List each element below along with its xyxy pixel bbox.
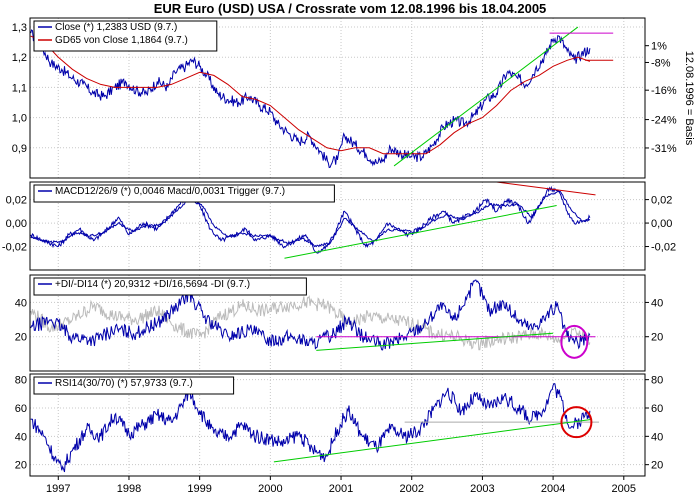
dmi--di-line (30, 279, 591, 351)
right-tick-label: 0,00 (651, 218, 672, 230)
rsi-series-group (30, 383, 591, 473)
trend-line (284, 204, 557, 259)
right-tick-label: -8% (651, 57, 671, 69)
left-tick-label: 40 (15, 431, 27, 443)
right-tick-label: 40 (651, 431, 663, 443)
dmi-legend: +DI/-DI14 (*) 20,9312 +DI/16,5694 -DI (9… (33, 277, 307, 296)
legend-label: MACD12/26/9 (*) 0,0046 Macd/0,0031 Trigg… (55, 186, 285, 197)
x-tick-label: 1999 (187, 483, 211, 495)
dmi-frame (29, 274, 646, 372)
right-tick-label: -31% (651, 143, 677, 155)
left-tick-label: 0,02 (6, 195, 27, 207)
legend-box (33, 277, 307, 296)
left-tick-label: 60 (15, 403, 27, 415)
rsi-legend: RSI14(30/70) (*) 57,9733 (9.7.) (33, 376, 235, 395)
x-tick-label: 1998 (117, 483, 141, 495)
chart-title: EUR Euro (USD) USA / Crossrate vom 12.08… (154, 1, 547, 16)
price-frame (29, 17, 646, 179)
legend-box (33, 184, 335, 203)
right-axis-title: 12.08.1996 = Basis (683, 51, 695, 146)
right-tick-label: 60 (651, 403, 663, 415)
trend-line (496, 181, 596, 196)
left-tick-label: 40 (15, 297, 27, 309)
left-tick-label: 0,00 (6, 218, 27, 230)
macd-series-group (30, 185, 591, 254)
left-tick-label: 80 (15, 375, 27, 387)
right-tick-label: 80 (651, 375, 663, 387)
left-tick-label: 20 (15, 460, 27, 472)
right-tick-label: -24% (651, 115, 677, 127)
x-tick-label: 2004 (541, 483, 565, 495)
price-legend: Close (*) 1,2383 USD (9.7.) GD65 von Clos… (33, 20, 218, 52)
legend-label: +DI/-DI14 (*) 20,9312 +DI/16,5694 -DI (9… (55, 279, 250, 290)
right-tick-label: -16% (651, 85, 677, 97)
legend-label: RSI14(30/70) (*) 57,9733 (9.7.) (55, 378, 193, 389)
legend-box (33, 376, 235, 395)
macd-legend: MACD12/26/9 (*) 0,0046 Macd/0,0031 Trigg… (33, 184, 335, 203)
trend-line (393, 26, 579, 167)
trend-line (316, 332, 554, 351)
x-tick-label: 2000 (258, 483, 282, 495)
right-tick-label: 20 (651, 332, 663, 344)
right-tick-label: -0,02 (651, 242, 676, 254)
right-tick-label: 1% (651, 41, 667, 53)
legend-label: GD65 von Close 1,1864 (9.7.) (55, 35, 188, 46)
left-tick-label: 1,1 (12, 82, 27, 94)
macd-trigger-line (30, 190, 591, 248)
left-tick-label: 0,9 (12, 143, 27, 155)
price-gd65-line (30, 35, 591, 155)
macd-panel: -0,02 0,00 0,02 -0,02 0,00 0,02 MACD12/26/9 (*… (2, 181, 676, 271)
rsi-rsi-line (30, 383, 591, 473)
left-tick-label: 1,3 (12, 22, 27, 34)
right-tick-label: 40 (651, 297, 663, 309)
rsi-frame (29, 373, 646, 477)
right-tick-label: 0,02 (651, 195, 672, 207)
left-tick-label: 1,2 (12, 52, 27, 64)
x-axis: 1997 1998 1999 2000 2001 2002 2003 2004 2005 (46, 476, 636, 495)
x-tick-label: 2001 (329, 483, 353, 495)
left-tick-label: 20 (15, 332, 27, 344)
left-tick-label: 1,0 (12, 113, 27, 125)
trend-line (273, 418, 593, 463)
price-panel: 0,9 1,0 1,1 1,2 1,3 1% -8% -16% -24% -31% Close (*… (12, 17, 695, 179)
x-tick-label: 2003 (470, 483, 494, 495)
right-tick-label: 20 (651, 460, 663, 472)
x-tick-label: 2002 (399, 483, 423, 495)
highlight-ellipse (560, 324, 589, 359)
left-tick-label: -0,02 (2, 242, 27, 254)
legend-box (33, 20, 218, 52)
price-series-group (30, 29, 591, 169)
dmi-panel: 20 40 20 40 +DI/-DI14 (*) 20,9312 +DI/16,569… (15, 274, 663, 372)
x-tick-label: 1997 (46, 483, 70, 495)
highlight-circle (560, 406, 593, 439)
x-tick-label: 2005 (612, 483, 636, 495)
macd-frame (29, 181, 646, 271)
legend-label: Close (*) 1,2383 USD (9.7.) (55, 22, 177, 33)
rsi-panel: 20 40 60 80 20 40 60 80 RSI14(30/70) (*) 57,9733… (15, 373, 663, 477)
